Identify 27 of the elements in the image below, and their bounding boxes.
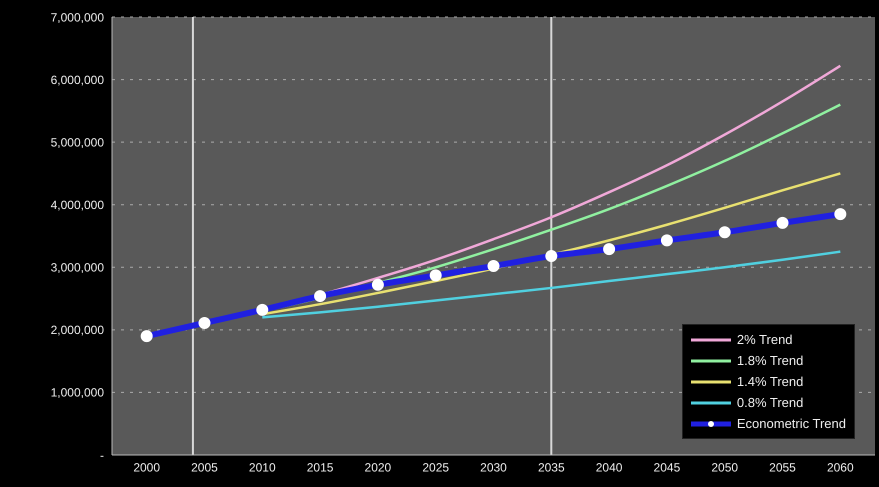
- x-tick-label: 2020: [364, 460, 392, 475]
- legend-label: 1.4% Trend: [736, 374, 804, 389]
- x-tick-label: 2045: [654, 460, 681, 475]
- y-tick-label: 4,000,000: [50, 198, 104, 212]
- x-tick-label: 2030: [480, 460, 508, 475]
- x-tick-label: 2000: [133, 460, 160, 475]
- y-tick-label: -: [100, 448, 104, 462]
- legend-label: 0.8% Trend: [736, 395, 804, 410]
- x-tick-label: 2005: [191, 460, 218, 475]
- x-tick-label: 2040: [596, 460, 623, 475]
- y-tick-label: 5,000,000: [50, 135, 104, 150]
- x-tick-label: 2055: [769, 460, 796, 475]
- y-tick-label: 1,000,000: [50, 386, 104, 400]
- x-tick-label: 2050: [711, 460, 738, 475]
- x-tick-label: 2025: [422, 460, 450, 475]
- x-tick-label: 2010: [248, 460, 276, 475]
- x-tick-label: 2060: [826, 460, 854, 475]
- x-tick-label: 2035: [538, 460, 565, 475]
- legend-label: 1.8% Trend: [736, 353, 804, 368]
- x-tick-label: 2015: [306, 460, 334, 475]
- y-tick-label: 2,000,000: [50, 323, 104, 338]
- y-tick-label: 6,000,000: [50, 72, 104, 87]
- y-tick-label: 3,000,000: [50, 260, 104, 275]
- legend-label: Econometric Trend: [736, 416, 846, 431]
- legend-label: 2% Trend: [736, 332, 793, 347]
- line-series: [261, 250, 842, 319]
- y-tick-label: 7,000,000: [50, 10, 104, 24]
